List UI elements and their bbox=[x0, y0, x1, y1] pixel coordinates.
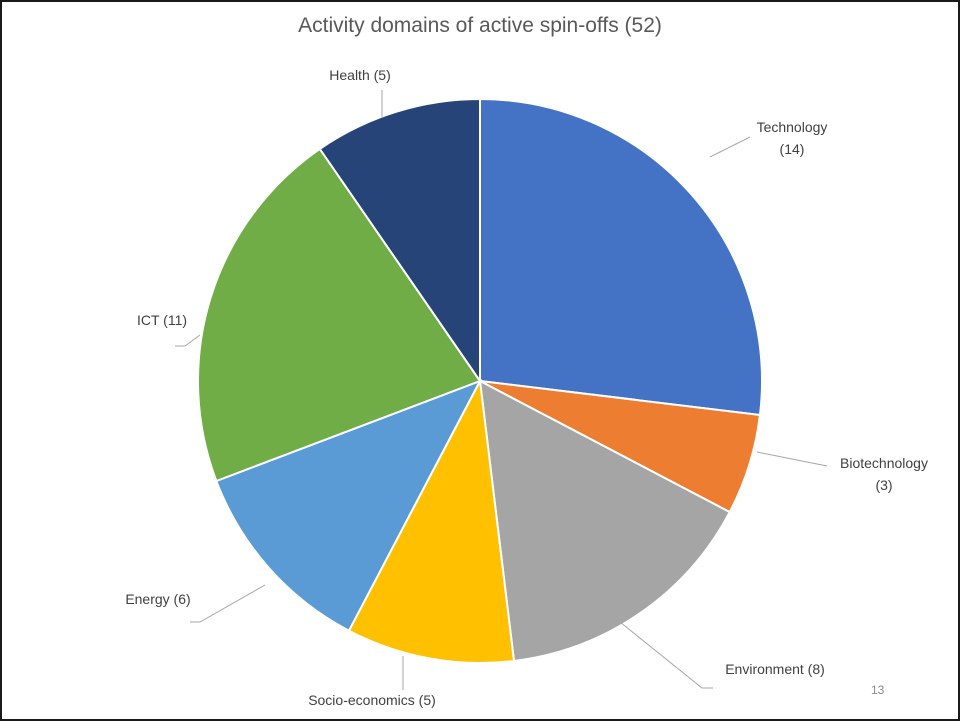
pie-slice-environment bbox=[478, 379, 732, 663]
data-label-technology: Technology (14) bbox=[757, 119, 828, 157]
leader-line-technology bbox=[709, 136, 751, 158]
data-label-energy: Energy (6) bbox=[125, 591, 190, 607]
leader-line-environment bbox=[619, 621, 713, 689]
leader-line-energy bbox=[190, 584, 266, 623]
pie-slice-energy bbox=[215, 379, 483, 633]
leader-line-ict bbox=[175, 334, 201, 347]
slide-page-number: 13 bbox=[871, 683, 885, 697]
pie-slice-technology bbox=[479, 97, 763, 417]
leader-line-biotechnology bbox=[756, 451, 828, 467]
data-label-ict: ICT (11) bbox=[137, 312, 187, 328]
data-label-environment: Environment (8) bbox=[725, 661, 825, 677]
chart-title: Activity domains of active spin-offs (52… bbox=[298, 14, 662, 37]
pie-slice-ict bbox=[197, 147, 482, 483]
data-label-socio-economics: Socio-economics (5) bbox=[308, 692, 436, 708]
pie-slice-socio-economics bbox=[347, 377, 516, 664]
data-label-biotechnology: Biotechnology (3) bbox=[840, 455, 928, 493]
data-label-health: Health (5) bbox=[329, 67, 390, 83]
pie-slice-health bbox=[318, 97, 481, 385]
